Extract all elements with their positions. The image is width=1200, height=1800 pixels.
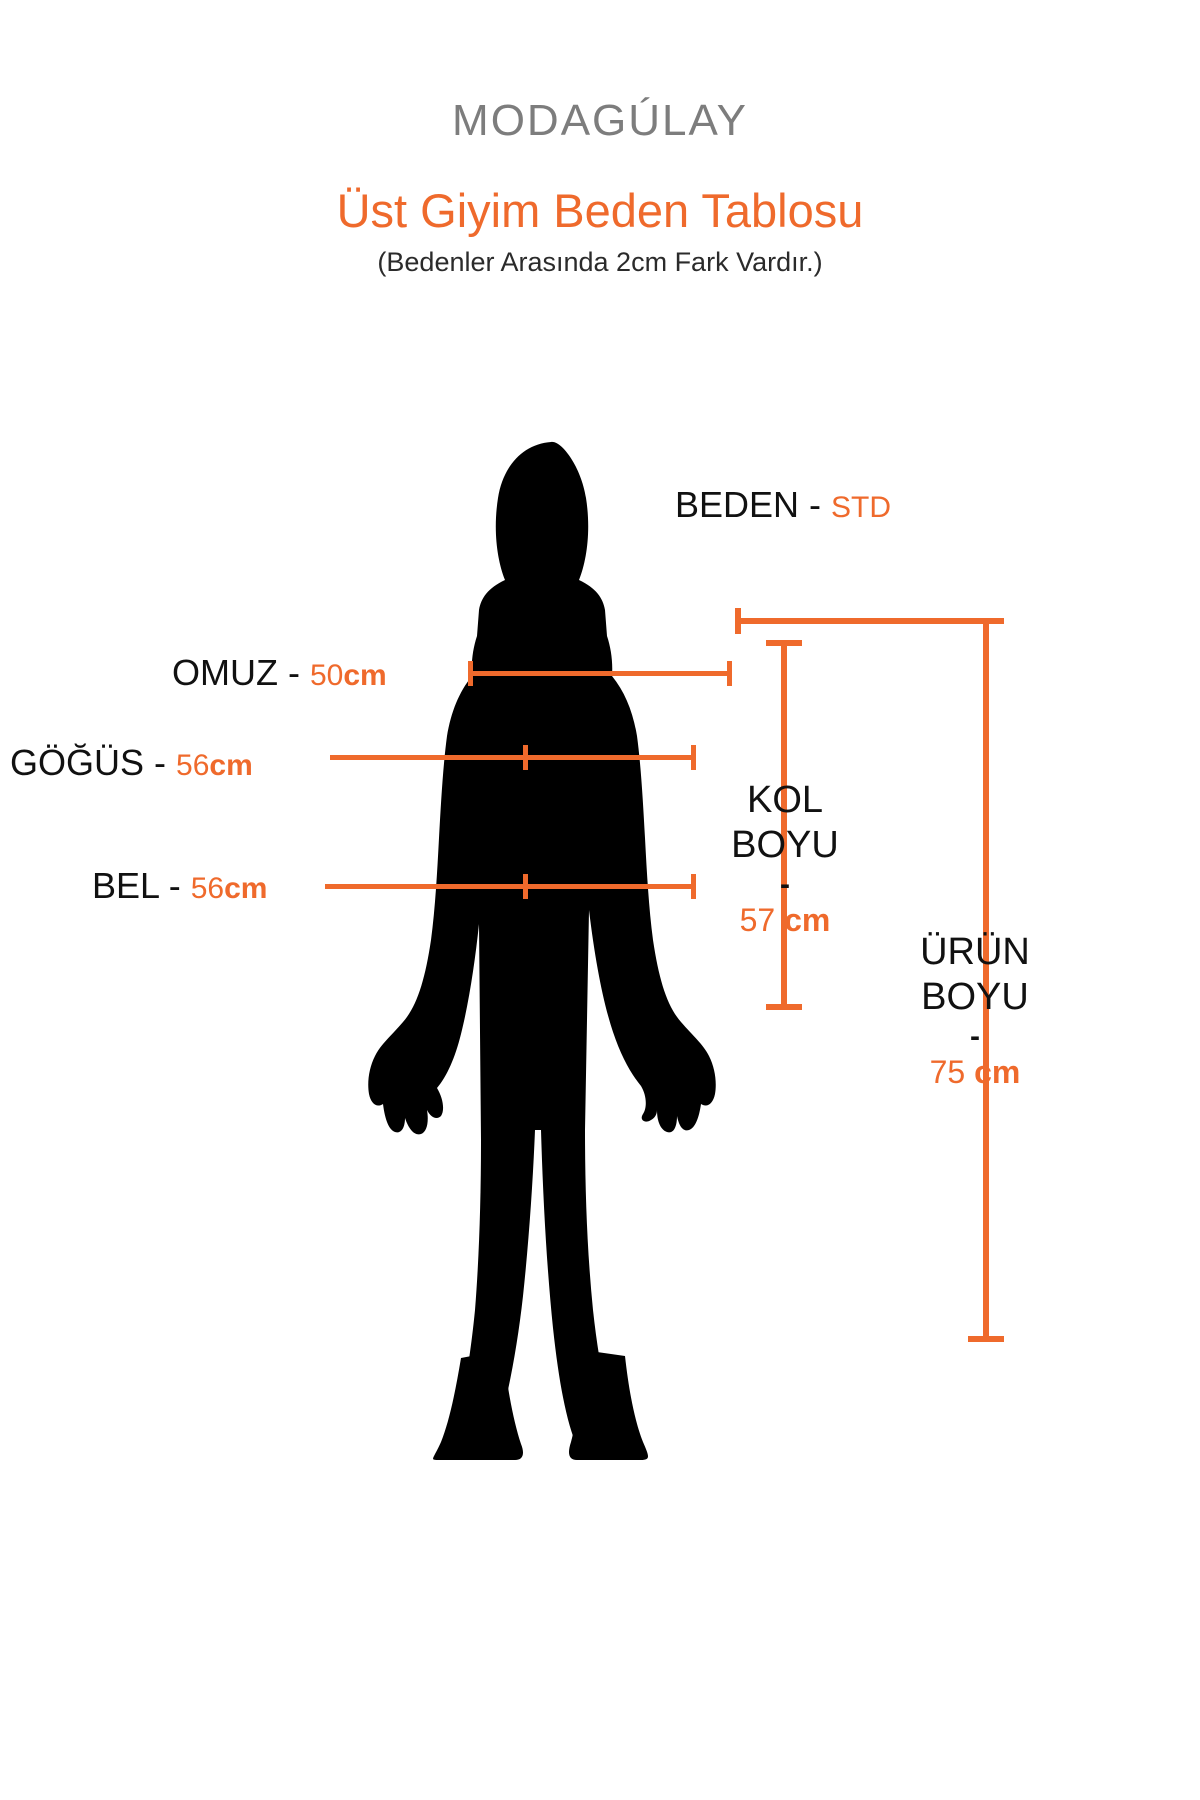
product-dash: - <box>970 1019 980 1053</box>
shoulder-tick-left <box>468 661 473 686</box>
product-length-connector-tick <box>735 608 741 634</box>
shoulder-measure-line <box>468 671 732 676</box>
sleeve-measure-bar <box>781 640 787 1010</box>
product-length-cap-bottom <box>968 1336 1004 1342</box>
chest-label-text: GÖĞÜS - <box>10 742 177 783</box>
waist-value: 56 <box>190 872 225 905</box>
size-value: STD <box>831 491 892 524</box>
sleeve-value: 57 <box>739 901 776 938</box>
size-label-text: BEDEN - <box>675 484 832 525</box>
waist-measure-label: BEL - 56cm <box>92 868 267 904</box>
product-length-bar <box>983 618 989 1342</box>
waist-label-text: BEL - <box>92 865 191 906</box>
waist-measure-line <box>325 884 696 889</box>
chest-measure-label: GÖĞÜS - 56cm <box>10 745 253 781</box>
product-length-label: ÜRÜN BOYU - 75 cm <box>885 930 1065 1091</box>
model-silhouette-icon <box>355 440 775 1460</box>
shoulder-measure-label: OMUZ - 50cm <box>172 655 387 691</box>
product-length-cap-top <box>968 618 1004 624</box>
size-label: BEDEN - STD <box>675 487 891 523</box>
chest-tick-left <box>523 745 528 770</box>
sleeve-cap-bottom <box>766 1004 802 1010</box>
sleeve-unit: cm <box>784 901 831 938</box>
waist-tick-left <box>523 874 528 899</box>
sleeve-measure: 57 cm <box>700 901 870 939</box>
brand-logo: MODAGÚLAY <box>452 96 748 145</box>
page-title: Üst Giyim Beden Tablosu <box>336 184 864 237</box>
product-label-line2: BOYU <box>921 975 1029 1018</box>
chest-value: 56 <box>176 749 210 782</box>
sleeve-label-line1: KOL <box>746 779 824 821</box>
shoulder-label-text: OMUZ - <box>172 652 310 693</box>
shoulder-tick-right <box>727 661 732 686</box>
waist-unit: cm <box>224 872 268 905</box>
product-label-line1: ÜRÜN <box>920 931 1030 973</box>
chest-unit: cm <box>209 749 253 782</box>
product-measure: 75 cm <box>885 1053 1065 1091</box>
chest-tick-right <box>691 745 696 770</box>
sleeve-dash: - <box>780 867 790 901</box>
chest-measure-line <box>330 755 696 760</box>
shoulder-unit: cm <box>343 659 387 692</box>
product-unit: cm <box>974 1053 1021 1090</box>
sleeve-length-label: KOL BOYU - 57 cm <box>700 778 870 939</box>
product-length-connector <box>735 618 987 624</box>
product-value: 75 <box>929 1053 966 1090</box>
sleeve-label-line2: BOYU <box>731 823 839 866</box>
waist-tick-right <box>691 874 696 899</box>
sleeve-cap-top <box>766 640 802 646</box>
page-subtitle: (Bedenler Arasında 2cm Fark Vardır.) <box>377 247 823 277</box>
shoulder-value: 50 <box>309 659 344 692</box>
